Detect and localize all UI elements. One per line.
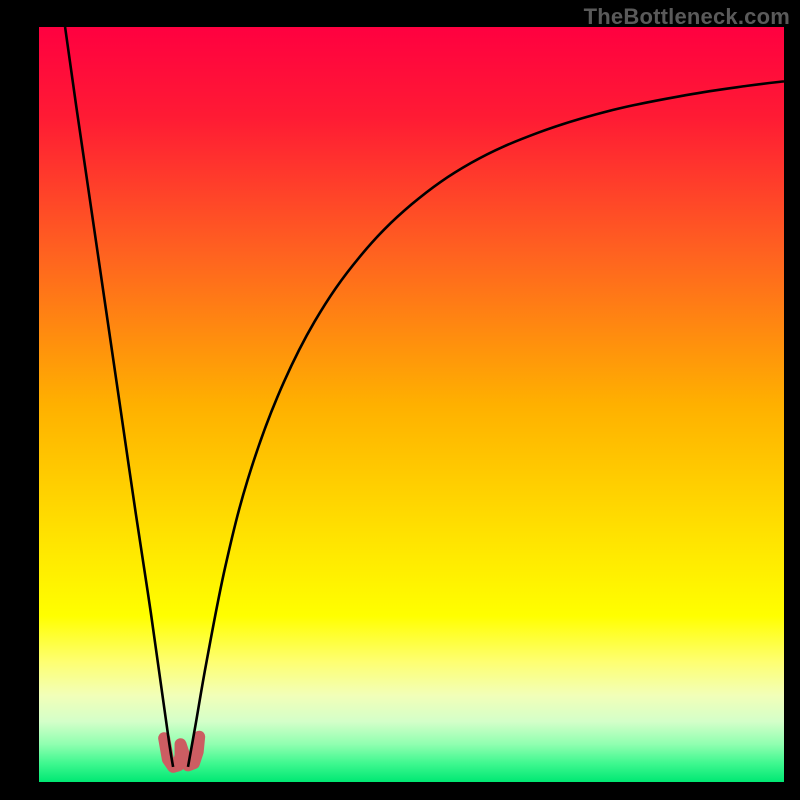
- watermark-text: TheBottleneck.com: [584, 4, 790, 30]
- chart-background: [39, 27, 784, 782]
- chart-svg: [0, 0, 800, 800]
